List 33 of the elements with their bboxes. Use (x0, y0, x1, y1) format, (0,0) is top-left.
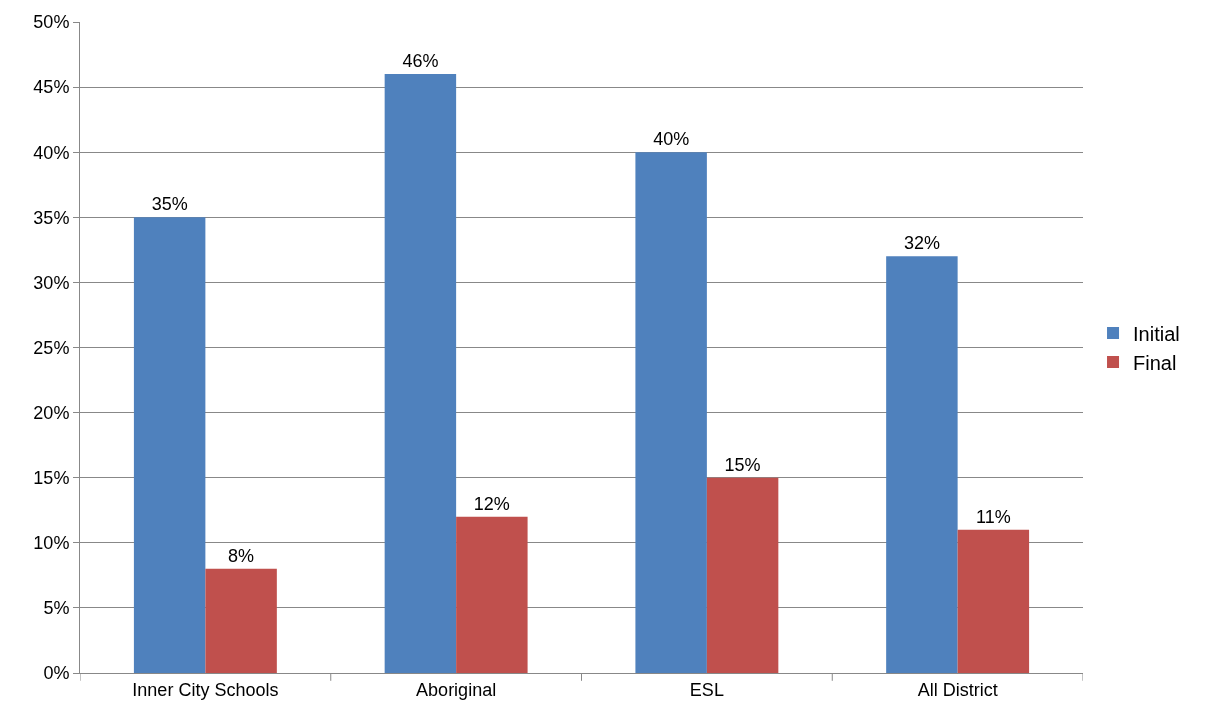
data-label: 12% (473, 493, 510, 514)
y-tick-label: 35% (33, 207, 70, 228)
y-tick-label: 30% (33, 272, 70, 293)
bar (635, 152, 707, 673)
data-label: 35% (151, 194, 188, 215)
bar (886, 256, 958, 673)
data-label: 40% (653, 129, 690, 150)
legend-label: Final (1133, 351, 1177, 374)
y-tick-label: 5% (43, 598, 70, 619)
y-tick-label: 10% (33, 533, 70, 554)
y-tick-label: 45% (33, 77, 70, 98)
x-tick-label: ESL (689, 679, 724, 700)
bar (133, 217, 206, 673)
data-label: 11% (976, 506, 1011, 527)
bar (205, 568, 277, 673)
y-tick-label: 20% (33, 402, 70, 423)
data-label: 32% (903, 233, 940, 254)
x-tick-label: All District (917, 679, 998, 700)
bar (384, 74, 457, 673)
data-label: 46% (402, 51, 439, 72)
y-tick-label: 0% (43, 663, 70, 684)
x-tick-label: Aboriginal (416, 679, 497, 700)
data-label: 8% (228, 545, 255, 566)
x-tick-label: Inner City Schools (132, 679, 279, 700)
y-tick-label: 50% (33, 12, 70, 33)
data-label: 15% (724, 454, 761, 475)
bar (456, 516, 528, 673)
y-tick-label: 25% (33, 337, 70, 358)
bar (957, 529, 1030, 673)
legend-label: Initial (1133, 322, 1180, 345)
y-tick-label: 40% (33, 142, 70, 163)
y-tick-label: 15% (33, 468, 70, 488)
bar (706, 477, 779, 673)
